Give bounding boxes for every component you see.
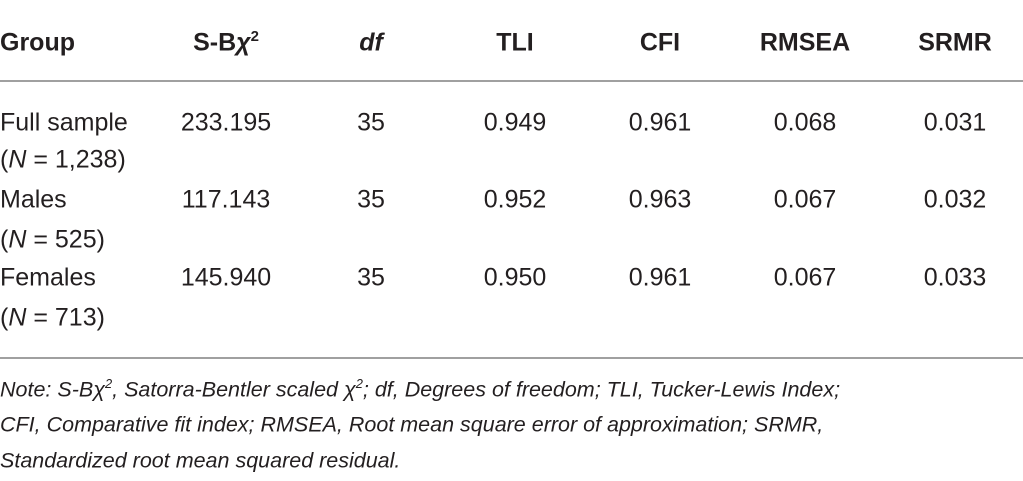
header-cell: RMSEA xyxy=(759,28,851,57)
group-size: (N = 525) xyxy=(0,225,105,254)
header-text: df xyxy=(359,28,383,57)
header-text: S-B xyxy=(193,28,237,57)
group-size-text: ( xyxy=(0,303,9,332)
group-size-symbol: N xyxy=(8,225,27,254)
value-cell: 0.961 xyxy=(628,263,692,292)
value-cell: 0.031 xyxy=(923,108,987,137)
header-text: SRMR xyxy=(918,28,992,57)
group-size-text: = 713) xyxy=(26,303,105,332)
group-name: Full sample xyxy=(0,108,128,137)
value-cell: 0.949 xyxy=(483,108,547,137)
note-line: CFI, Comparative fit index; RMSEA, Root … xyxy=(0,414,823,436)
header-symbol: χ xyxy=(236,28,251,57)
note-line: Standardized root mean squared residual. xyxy=(0,450,400,472)
note-line: Note: S-Bχ2, Satorra-Bentler scaled χ2; … xyxy=(0,376,841,402)
value-cell: 0.963 xyxy=(628,185,692,214)
header-cell: Group xyxy=(0,28,75,57)
note-text: Note: S-Bχ xyxy=(0,377,105,402)
header-text: CFI xyxy=(639,28,681,57)
group-size-text: = 525) xyxy=(26,225,105,254)
note-text: CFI, Comparative fit index; RMSEA, Root … xyxy=(0,412,824,437)
value-cell: 145.940 xyxy=(180,263,272,292)
group-name: Females xyxy=(0,263,96,292)
note-sup: 2 xyxy=(355,376,363,392)
header-text: Group xyxy=(0,28,75,57)
group-cell: Males xyxy=(0,185,67,214)
value-cell: 35 xyxy=(357,263,385,292)
value-cell: 0.952 xyxy=(483,185,547,214)
header-cell: SRMR xyxy=(918,28,992,57)
group-cell: Full sample xyxy=(0,108,128,137)
value-cell: 0.950 xyxy=(483,263,547,292)
header-cell: TLI xyxy=(496,28,534,57)
value-cell: 0.961 xyxy=(628,108,692,137)
value-cell: 117.143 xyxy=(181,185,271,214)
value-cell: 0.067 xyxy=(773,185,837,214)
group-size-text: = 1,238) xyxy=(26,145,126,174)
group-size-symbol: N xyxy=(8,303,27,332)
note-text: ; df, Degrees of freedom; TLI, Tucker-Le… xyxy=(362,377,841,402)
group-size: (N = 713) xyxy=(0,303,105,332)
header-cell: CFI xyxy=(639,28,681,57)
header-rule xyxy=(0,80,1023,82)
value-cell: 0.068 xyxy=(773,108,837,137)
value-cell: 35 xyxy=(357,108,385,137)
value-cell: 0.067 xyxy=(773,263,837,292)
group-size-symbol: N xyxy=(8,145,27,174)
value-cell: 233.195 xyxy=(180,108,272,137)
header-sup: 2 xyxy=(250,28,259,46)
header-text: RMSEA xyxy=(759,28,851,57)
header-cell: df xyxy=(359,28,383,57)
header-text: TLI xyxy=(496,28,534,57)
note-text: Standardized root mean squared residual. xyxy=(0,448,401,473)
note-text: , Satorra-Bentler scaled χ xyxy=(112,377,356,402)
group-name: Males xyxy=(0,185,67,214)
note-sup: 2 xyxy=(104,376,113,392)
header-cell: S-Bχ2 xyxy=(193,28,259,57)
group-cell: Females xyxy=(0,263,96,292)
value-cell: 0.032 xyxy=(923,185,987,214)
group-size: (N = 1,238) xyxy=(0,145,126,174)
group-size-text: ( xyxy=(0,225,9,254)
value-cell: 0.033 xyxy=(923,263,987,292)
value-cell: 35 xyxy=(357,185,385,214)
bottom-rule xyxy=(0,357,1023,359)
group-size-text: ( xyxy=(0,145,9,174)
